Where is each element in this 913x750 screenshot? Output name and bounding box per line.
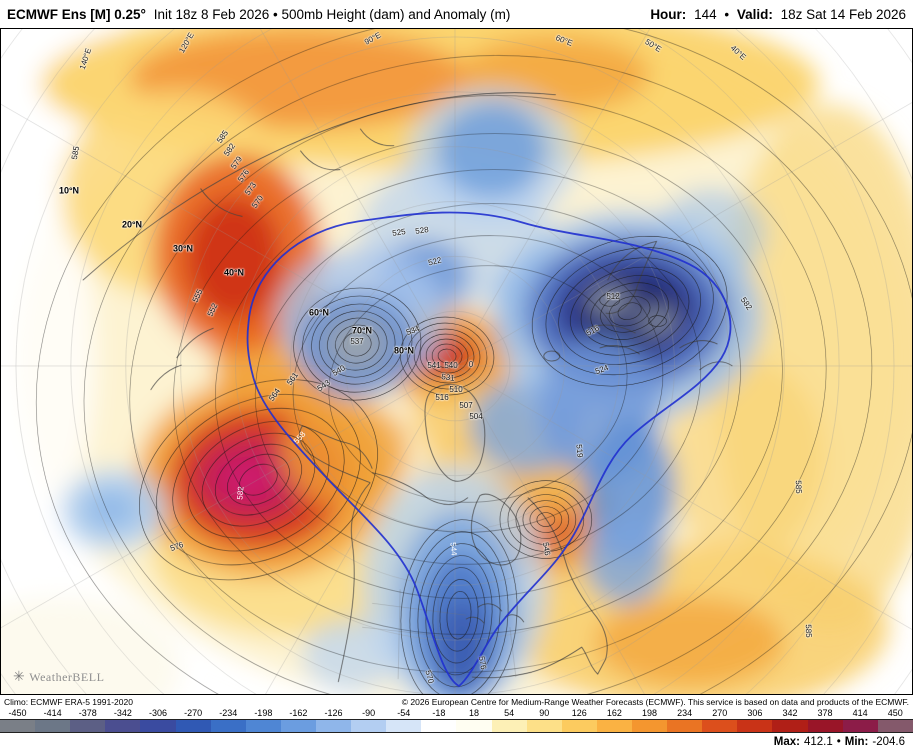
colorbar-cell [351, 720, 387, 732]
colorbar-cell [35, 720, 71, 732]
colorbar-value: 162 [606, 708, 622, 718]
forecast-valid-info: Hour: 144 • Valid: 18z Sat 14 Feb 2026 [646, 7, 906, 22]
colorbar-cell [877, 720, 913, 732]
colorbar-cell [702, 720, 738, 732]
min-label: Min: [844, 735, 869, 748]
blue-contour-540 [246, 211, 732, 688]
colorbar-value: 198 [642, 708, 658, 718]
hour-value: 144 [694, 6, 717, 22]
colorbar-value: -54 [397, 708, 411, 718]
colorbar-value: -18 [432, 708, 446, 718]
colorbar-value: 18 [468, 708, 479, 718]
colorbar-value: -450 [8, 708, 27, 718]
colorbar-cell [0, 720, 36, 732]
colorbar-cell [280, 720, 316, 732]
bullet-icon: • [836, 735, 841, 748]
colorbar-value: -198 [254, 708, 273, 718]
colorbar-cell [456, 720, 492, 732]
min-value: -204.6 [872, 735, 905, 748]
weatherbell-logo-text: WeatherBELL [29, 670, 105, 684]
colorbar-value: 270 [712, 708, 728, 718]
copyright-note: © 2026 European Centre for Medium-Range … [401, 696, 909, 707]
colorbar-cell [667, 720, 703, 732]
map-canvas: 10°N 20°N 30°N 40°N 60°N 70°N 80°N 140°E 120°E 90… [0, 28, 913, 695]
colorbar-value: -414 [43, 708, 62, 718]
colorbar-cell [807, 720, 843, 732]
colorbar-value: -126 [324, 708, 343, 718]
colorbar-cell [105, 720, 141, 732]
graticule [1, 29, 912, 694]
colorbar-value: 342 [782, 708, 798, 718]
colorbar-cell [561, 720, 597, 732]
colorbar-value: 378 [817, 708, 833, 718]
anomaly-shading [1, 29, 912, 694]
colorbar-value: 306 [747, 708, 763, 718]
colorbar-value: -162 [289, 708, 308, 718]
colorbar-cell [70, 720, 106, 732]
max-value: 412.1 [803, 735, 833, 748]
chart-subtitle: Init 18z 8 Feb 2026 • 500mb Height (dam)… [153, 6, 511, 22]
attribution-row: Climo: ECMWF ERA-5 1991-2020 © 2026 Euro… [0, 696, 913, 707]
colorbar-value: -270 [184, 708, 203, 718]
height-contours [35, 29, 912, 694]
weatherbell-logo-icon: ✳ [13, 670, 26, 685]
state-borders [362, 589, 517, 683]
colorbar-cell [210, 720, 246, 732]
maxmin-row: Max: 412.1 • Min: -204.6 [0, 733, 913, 750]
colorbar-values: -450 -414 -378 -342 -306 -270 -234 -198 -162 -126… [0, 707, 913, 719]
chart-title: ECMWF Ens [M] 0.25° Init 18z 8 Feb 2026 … [7, 7, 514, 22]
colorbar-cell [315, 720, 352, 732]
colorbar-cell [772, 720, 808, 732]
bullet-separator: • [724, 6, 730, 22]
valid-value: 18z Sat 14 Feb 2026 [780, 6, 906, 22]
colorbar-value: -234 [219, 708, 238, 718]
max-label: Max: [773, 735, 800, 748]
colorbar-value: 126 [571, 708, 587, 718]
colorbar-cell [526, 720, 562, 732]
colorbar-value: 90 [539, 708, 550, 718]
colorbar-cell [140, 720, 176, 732]
map-graphic [1, 29, 912, 694]
weatherbell-logo: ✳ WeatherBELL [13, 669, 104, 686]
colorbar-strip [0, 719, 913, 733]
colorbar-value: -342 [113, 708, 132, 718]
colorbar-cell [175, 720, 211, 732]
coastlines [82, 92, 733, 683]
model-name: ECMWF Ens [M] 0.25° [7, 6, 146, 22]
colorbar-cell [596, 720, 632, 732]
colorbar-cell [421, 720, 457, 732]
colorbar-value: 450 [887, 708, 903, 718]
colorbar-value: 234 [677, 708, 693, 718]
colorbar-cell [386, 720, 422, 732]
valid-label: Valid: [736, 6, 773, 22]
colorbar-cell [737, 720, 773, 732]
colorbar-value: -378 [78, 708, 97, 718]
colorbar-value: -90 [362, 708, 376, 718]
colorbar-cell [245, 720, 281, 732]
colorbar-value: -306 [148, 708, 167, 718]
hour-label: Hour: [650, 6, 687, 22]
climo-note: Climo: ECMWF ERA-5 1991-2020 [4, 696, 133, 707]
header: ECMWF Ens [M] 0.25° Init 18z 8 Feb 2026 … [0, 0, 913, 28]
colorbar-value: 54 [504, 708, 515, 718]
colorbar-cell [631, 720, 668, 732]
colorbar-cell [491, 720, 527, 732]
colorbar-value: 414 [852, 708, 868, 718]
colorbar-cell [842, 720, 878, 732]
